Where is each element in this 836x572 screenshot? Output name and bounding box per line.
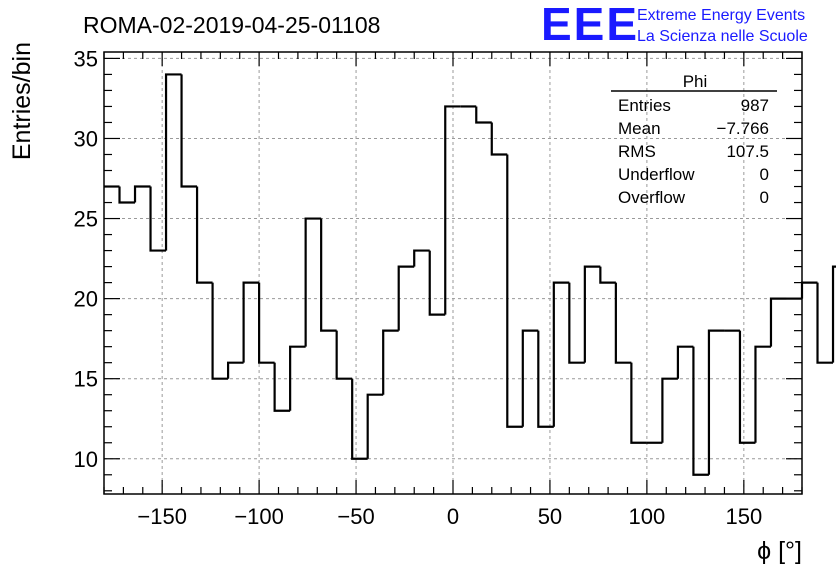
y-tick-label: 10	[74, 447, 98, 472]
histogram-bin	[273, 362, 291, 412]
histogram-bin	[118, 186, 136, 204]
axes	[103, 51, 803, 495]
histogram-bin	[583, 265, 601, 363]
histogram-bin	[630, 362, 647, 444]
x-axis-title: ϕ [°]	[757, 537, 802, 565]
histogram-bin	[738, 330, 756, 444]
stats-row-value: 0	[760, 165, 769, 184]
histogram-bin	[537, 330, 554, 428]
y-axis-title: Entries/bin	[8, 42, 36, 160]
histogram-bin	[335, 330, 353, 380]
stats-row-value: 987	[741, 96, 769, 115]
histogram-bin	[521, 329, 539, 427]
histogram-bin	[754, 345, 771, 443]
histogram-bin	[226, 361, 244, 379]
histogram-bin	[816, 282, 834, 364]
histogram-bin	[320, 218, 337, 332]
x-tick-label: 50	[538, 504, 562, 529]
chart-title: ROMA-02-2019-04-25-01108	[83, 12, 380, 38]
histogram-bin	[707, 329, 725, 475]
x-tick-label: 100	[629, 504, 666, 529]
histogram-bin	[304, 217, 322, 347]
histogram-bin	[242, 281, 260, 363]
histogram-bin	[599, 266, 616, 284]
stats-row-value: 107.5	[726, 142, 769, 161]
stats-row-value: −7.766	[717, 119, 769, 138]
stats-row-label: Overflow	[618, 188, 686, 207]
y-tick-label: 25	[74, 207, 98, 232]
histogram-bin	[568, 282, 585, 364]
y-tick-label: 15	[74, 367, 98, 392]
histogram-bin	[164, 73, 182, 251]
x-tick-label: −100	[234, 504, 284, 529]
stats-rows: Entries 987 Mean −7.766 RMS 107.5 Underflow 0 Ov…	[618, 96, 769, 207]
y-tick-label: 35	[74, 46, 98, 71]
x-tick-label: −150	[137, 504, 187, 529]
histogram-bin	[366, 393, 384, 459]
y-tick-labels: 10 15 20 25 30 35	[74, 46, 98, 471]
histogram-bin	[614, 282, 632, 364]
y-tick-label: 20	[74, 287, 98, 312]
histogram-bin	[351, 378, 368, 460]
histogram-bin	[506, 154, 523, 428]
histogram-bin	[475, 106, 492, 124]
histogram-bin	[180, 74, 198, 188]
histogram-bin	[382, 329, 399, 395]
histogram-bin	[149, 186, 167, 252]
stats-box: Phi Entries 987 Mean −7.766 RMS 107.5 Underflo…	[611, 72, 777, 207]
y-tick-label: 30	[74, 126, 98, 151]
logo-line-2: La Scienza nelle Scuole	[637, 28, 808, 45]
histogram-bin	[195, 186, 213, 284]
x-tick-label: 150	[725, 504, 762, 529]
stats-row-label: RMS	[618, 142, 656, 161]
histogram-bin	[444, 105, 461, 315]
histogram-bin	[397, 265, 415, 331]
histogram-bin	[211, 282, 229, 380]
histogram-bin	[289, 345, 306, 411]
histogram-bin	[258, 282, 275, 364]
stats-row-label: Entries	[618, 96, 671, 115]
histogram-bin	[413, 249, 430, 267]
histogram-bin	[133, 185, 151, 203]
histogram-bin	[676, 345, 694, 379]
stats-name: Phi	[683, 72, 708, 91]
stats-row-label: Underflow	[618, 165, 695, 184]
histogram-bin	[490, 122, 508, 156]
histogram-bin	[428, 250, 446, 316]
histogram-bin	[692, 346, 709, 476]
x-tick-labels: −150 −100 −50 0 50 100 150	[137, 504, 762, 529]
histogram-bin	[552, 281, 570, 427]
x-tick-label: 0	[447, 504, 459, 529]
histogram-bin	[831, 265, 836, 363]
histogram-bin	[769, 297, 787, 347]
eee-logo: EEE Extreme Energy Events La Scienza nel…	[541, 0, 808, 50]
histogram-bin	[661, 377, 678, 443]
logo-mark: EEE	[541, 0, 639, 50]
logo-line-1: Extreme Energy Events	[637, 7, 805, 24]
stats-row-value: 0	[760, 188, 769, 207]
x-tick-label: −50	[337, 504, 374, 529]
stats-row-label: Mean	[618, 119, 661, 138]
